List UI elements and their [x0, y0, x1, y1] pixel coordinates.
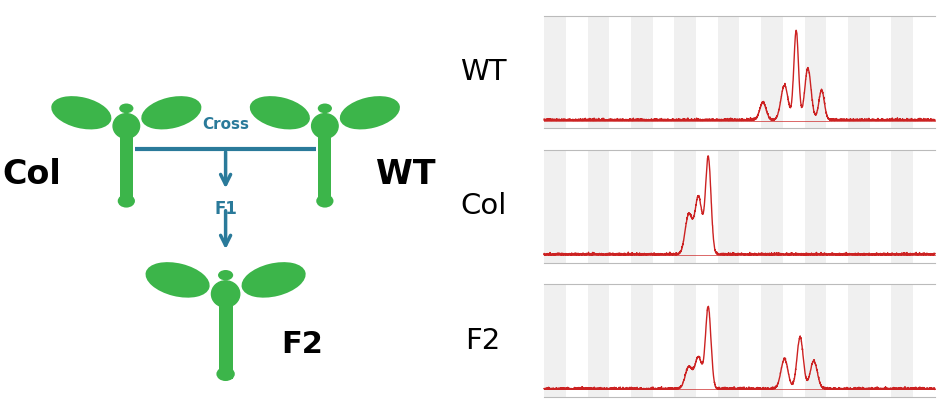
- Bar: [566, 284, 588, 397]
- Circle shape: [113, 114, 140, 138]
- Bar: [870, 150, 891, 262]
- Bar: [588, 150, 609, 262]
- Ellipse shape: [118, 194, 135, 207]
- Bar: [696, 284, 718, 397]
- Bar: [826, 16, 848, 128]
- Bar: [544, 284, 935, 397]
- Circle shape: [311, 114, 338, 138]
- Bar: [914, 150, 935, 262]
- Bar: [761, 16, 783, 128]
- Text: WT: WT: [460, 58, 507, 86]
- Bar: [652, 150, 674, 262]
- Bar: [631, 284, 652, 397]
- Bar: [891, 284, 914, 397]
- Ellipse shape: [242, 262, 306, 298]
- Bar: [544, 150, 566, 262]
- Bar: [119, 126, 133, 205]
- Bar: [544, 284, 566, 397]
- Bar: [848, 150, 870, 262]
- Bar: [761, 150, 783, 262]
- Bar: [740, 284, 761, 397]
- Bar: [631, 16, 652, 128]
- Bar: [740, 16, 761, 128]
- Bar: [544, 150, 935, 262]
- Bar: [891, 150, 914, 262]
- Bar: [805, 150, 826, 262]
- Bar: [319, 126, 332, 205]
- Bar: [588, 16, 609, 128]
- Bar: [718, 16, 740, 128]
- Bar: [914, 16, 935, 128]
- Bar: [696, 16, 718, 128]
- Bar: [783, 284, 805, 397]
- Text: F2: F2: [465, 327, 501, 354]
- Bar: [826, 284, 848, 397]
- Bar: [566, 16, 588, 128]
- Bar: [891, 16, 914, 128]
- Bar: [805, 16, 826, 128]
- Bar: [914, 284, 935, 397]
- Bar: [870, 284, 891, 397]
- Bar: [718, 150, 740, 262]
- Bar: [544, 16, 566, 128]
- Text: F2: F2: [281, 330, 323, 359]
- Bar: [826, 150, 848, 262]
- Bar: [718, 284, 740, 397]
- Bar: [805, 284, 826, 397]
- Bar: [674, 150, 696, 262]
- Text: Cross: Cross: [202, 117, 249, 132]
- Bar: [696, 150, 718, 262]
- Bar: [870, 16, 891, 128]
- Ellipse shape: [340, 96, 400, 129]
- Ellipse shape: [216, 367, 235, 381]
- Bar: [609, 284, 631, 397]
- Ellipse shape: [218, 270, 233, 281]
- Text: Col: Col: [460, 192, 507, 220]
- Bar: [783, 16, 805, 128]
- Ellipse shape: [52, 96, 111, 129]
- Bar: [588, 284, 609, 397]
- Bar: [566, 150, 588, 262]
- Bar: [848, 16, 870, 128]
- Ellipse shape: [316, 194, 334, 207]
- Bar: [652, 284, 674, 397]
- Bar: [218, 294, 233, 379]
- Bar: [652, 16, 674, 128]
- Ellipse shape: [141, 96, 201, 129]
- Text: F1: F1: [214, 200, 237, 218]
- Bar: [609, 150, 631, 262]
- Circle shape: [212, 281, 240, 307]
- Bar: [761, 284, 783, 397]
- Bar: [740, 150, 761, 262]
- Text: WT: WT: [376, 158, 436, 191]
- Text: Col: Col: [2, 158, 61, 191]
- Ellipse shape: [318, 103, 332, 113]
- Ellipse shape: [146, 262, 210, 298]
- Bar: [674, 284, 696, 397]
- Bar: [609, 16, 631, 128]
- Bar: [783, 150, 805, 262]
- Bar: [631, 150, 652, 262]
- Ellipse shape: [119, 103, 133, 113]
- Bar: [674, 16, 696, 128]
- Ellipse shape: [250, 96, 310, 129]
- Bar: [848, 284, 870, 397]
- Bar: [544, 16, 935, 128]
